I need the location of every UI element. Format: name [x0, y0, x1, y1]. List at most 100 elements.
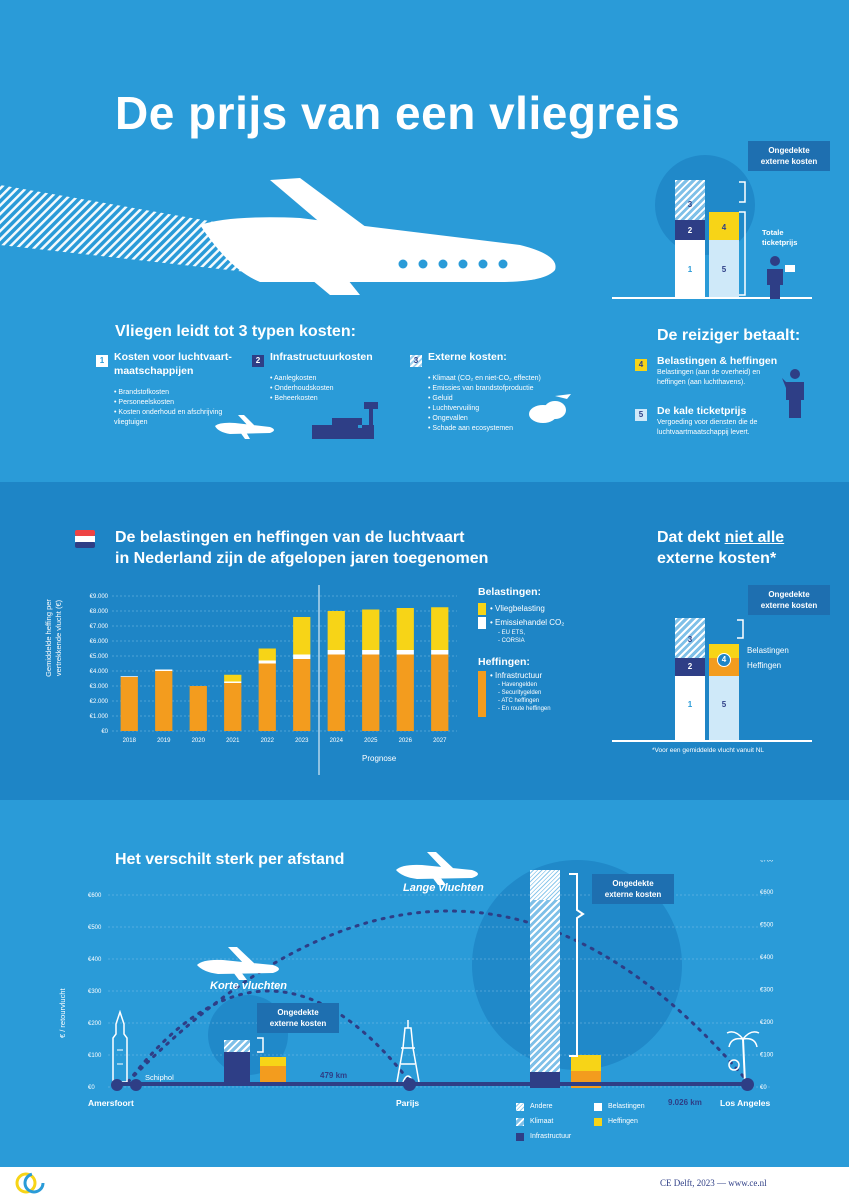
label-3: 3	[687, 635, 693, 644]
long-bar-taxes	[571, 1055, 601, 1071]
baseline	[612, 297, 812, 299]
yellow-swatch	[478, 603, 486, 615]
right-tick-label: €0	[760, 1085, 767, 1091]
node-parijs	[403, 1078, 416, 1091]
cost-type-title: Infrastructuurkosten	[270, 351, 373, 363]
legend-sub-item: - CORSIA	[498, 638, 525, 644]
left-tick-label: €500	[88, 925, 102, 931]
bar-vliegbelasting	[293, 617, 311, 655]
y-tick-label: €6.000	[90, 639, 109, 645]
bar-emissiehandelco	[362, 650, 380, 655]
list-item: Ongevallen	[428, 414, 580, 424]
left-tick-label: €300	[88, 989, 102, 995]
label-1: 1	[687, 265, 693, 274]
traveller-heading: De reiziger betaalt:	[657, 327, 801, 344]
label-schiphol: Schiphol	[145, 1073, 174, 1082]
traveller-item-text: Vergoeding voor diensten die de luchtvaa…	[657, 419, 758, 436]
page-title: De prijs van een vliegreis	[115, 87, 681, 139]
heading-underlined: niet alle	[724, 529, 785, 546]
prognose-label: Prognose	[362, 754, 397, 763]
bar-infrastructuur	[224, 683, 242, 731]
right-tick-label: €500	[760, 923, 774, 929]
heading-part: Dat dekt	[657, 529, 725, 546]
legend-sub-item: - EU ETS,	[498, 630, 526, 636]
bar-infrastructuur	[293, 659, 311, 731]
y-tick-label: €1.000	[90, 714, 109, 720]
cost-list: Brandstofkosten Personeelskosten Kosten …	[104, 388, 236, 428]
label-parijs: Parijs	[396, 1098, 420, 1108]
cost-type-1: 1 Kosten voor luchtvaart-maatschappijen …	[96, 350, 236, 428]
node-amersfoort	[111, 1079, 123, 1091]
list-item: Kosten onderhoud en afschrijving vliegtu…	[114, 408, 236, 428]
bar-infrastructuur	[431, 654, 449, 731]
y-tick-label: €9.000	[90, 594, 109, 600]
label-3: 3	[687, 200, 693, 209]
short-bar-climate	[224, 1040, 250, 1052]
small-plane-icon	[215, 415, 274, 439]
callout-uncovered: Ongedekte externe kosten	[748, 141, 830, 171]
right-tick-label: €100	[760, 1053, 774, 1059]
list-item: Aanlegkosten	[270, 374, 392, 384]
x-tick-label: 2025	[364, 738, 378, 744]
y-tick-label: €0	[101, 729, 108, 735]
bar-vliegbelasting	[258, 648, 276, 661]
coverage-heading-2: externe kosten*	[657, 550, 777, 567]
bracket-icon	[737, 619, 744, 639]
label-la: Los Angeles	[720, 1098, 771, 1108]
emission-cloud-icon	[529, 394, 571, 423]
footer-credit: CE Delft, 2023 — www.ce.nl	[660, 1178, 767, 1188]
bar-infra	[675, 220, 705, 240]
long-flights-label: Lange vluchten	[403, 882, 484, 894]
long-plane-icon	[396, 852, 478, 885]
bar-vliegbelasting	[362, 609, 380, 650]
label-5: 5	[721, 700, 727, 709]
list-item: Geluid	[428, 394, 580, 404]
legend-item: Klimaat	[530, 1118, 554, 1125]
num-1-icon: 1	[96, 355, 108, 367]
legend-climate-swatch	[516, 1117, 524, 1126]
bar-infrastructuur	[120, 677, 138, 731]
cost-type-title: Kosten voor luchtvaart-maatschappijen	[114, 351, 232, 377]
left-tick-label: €600	[88, 893, 102, 899]
legend-taxes-swatch	[594, 1102, 602, 1111]
distance-legend: Andere Klimaat Infrastructuur	[516, 1102, 571, 1141]
traveller-item-title: De kale ticketprijs	[657, 405, 747, 417]
legend-sub-item: - ATC heffingen	[498, 698, 540, 704]
bar-external	[675, 180, 705, 220]
label-amersfoort: Amersfoort	[88, 1098, 134, 1108]
bar-infrastructuur	[327, 654, 345, 731]
list-item: Personeelskosten	[114, 398, 236, 408]
x-tick-label: 2021	[226, 738, 240, 744]
legend-sub-item: - En route heffingen	[498, 706, 551, 712]
bracket-icon	[257, 1037, 264, 1053]
bar-emissiehandelco	[327, 650, 345, 655]
short-plane-icon	[197, 947, 279, 980]
left-tick-label: €0	[88, 1085, 95, 1091]
distance-long: 9.026 km	[668, 1098, 702, 1107]
callout-long: Ongedekte externe kosten	[592, 874, 674, 904]
cost-list: Aanlegkosten Onderhoudskosten Beheerkost…	[260, 374, 392, 404]
short-bar-infra	[224, 1052, 250, 1084]
list-item: Emissies van brandstofproductie	[428, 384, 580, 394]
bar-airline	[675, 240, 705, 298]
church-tower-icon	[112, 1010, 128, 1083]
legend-sub: - EU ETS, - CORSIA	[498, 629, 598, 645]
bar-ticket-2	[709, 676, 739, 740]
short-bar-taxes	[260, 1057, 286, 1066]
bar-infra-2	[675, 658, 705, 676]
bar-ticket	[709, 240, 739, 298]
legend-item: • Emissiehandel CO₂	[490, 618, 565, 627]
cost-type-3: 3 Externe kosten: Klimaat (CO₂ en niet-C…	[410, 350, 580, 434]
bar-infrastructuur	[396, 654, 414, 731]
bar-fees-2	[709, 658, 739, 676]
x-tick-label: 2019	[157, 738, 171, 744]
costs-heading: Vliegen leidt tot 3 typen kosten:	[115, 323, 356, 340]
y-tick-label: €4.000	[90, 669, 109, 675]
taxes-heading-1: De belastingen en heffingen van de lucht…	[115, 529, 465, 546]
legend-item: • Vliegbelasting	[490, 604, 545, 613]
cost-list: Klimaat (CO₂ en niet-CO₂ effecten) Emiss…	[418, 374, 580, 434]
bar-external-2	[675, 618, 705, 658]
section-distance	[0, 800, 849, 1167]
traveller-item-text: Belastingen (aan de overheid) en heffing…	[657, 369, 761, 386]
bar-emissiehandelco	[431, 650, 449, 655]
